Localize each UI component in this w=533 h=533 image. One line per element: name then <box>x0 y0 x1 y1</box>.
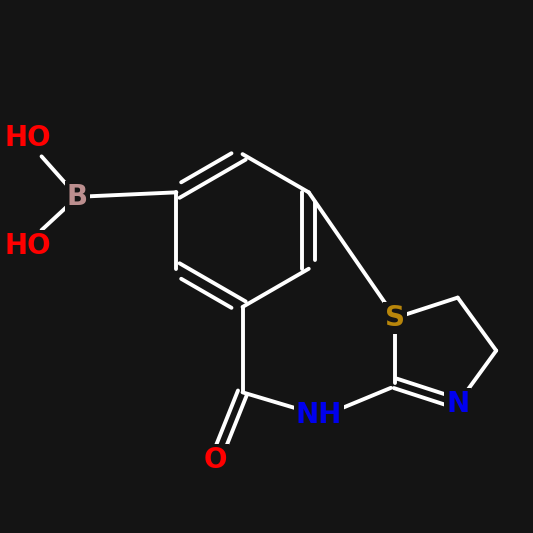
Text: O: O <box>204 446 228 474</box>
Text: HO: HO <box>5 124 51 152</box>
Text: S: S <box>385 304 406 332</box>
Text: N: N <box>446 390 469 418</box>
Text: B: B <box>67 183 88 211</box>
Text: NH: NH <box>296 401 342 429</box>
Text: HO: HO <box>5 232 51 260</box>
